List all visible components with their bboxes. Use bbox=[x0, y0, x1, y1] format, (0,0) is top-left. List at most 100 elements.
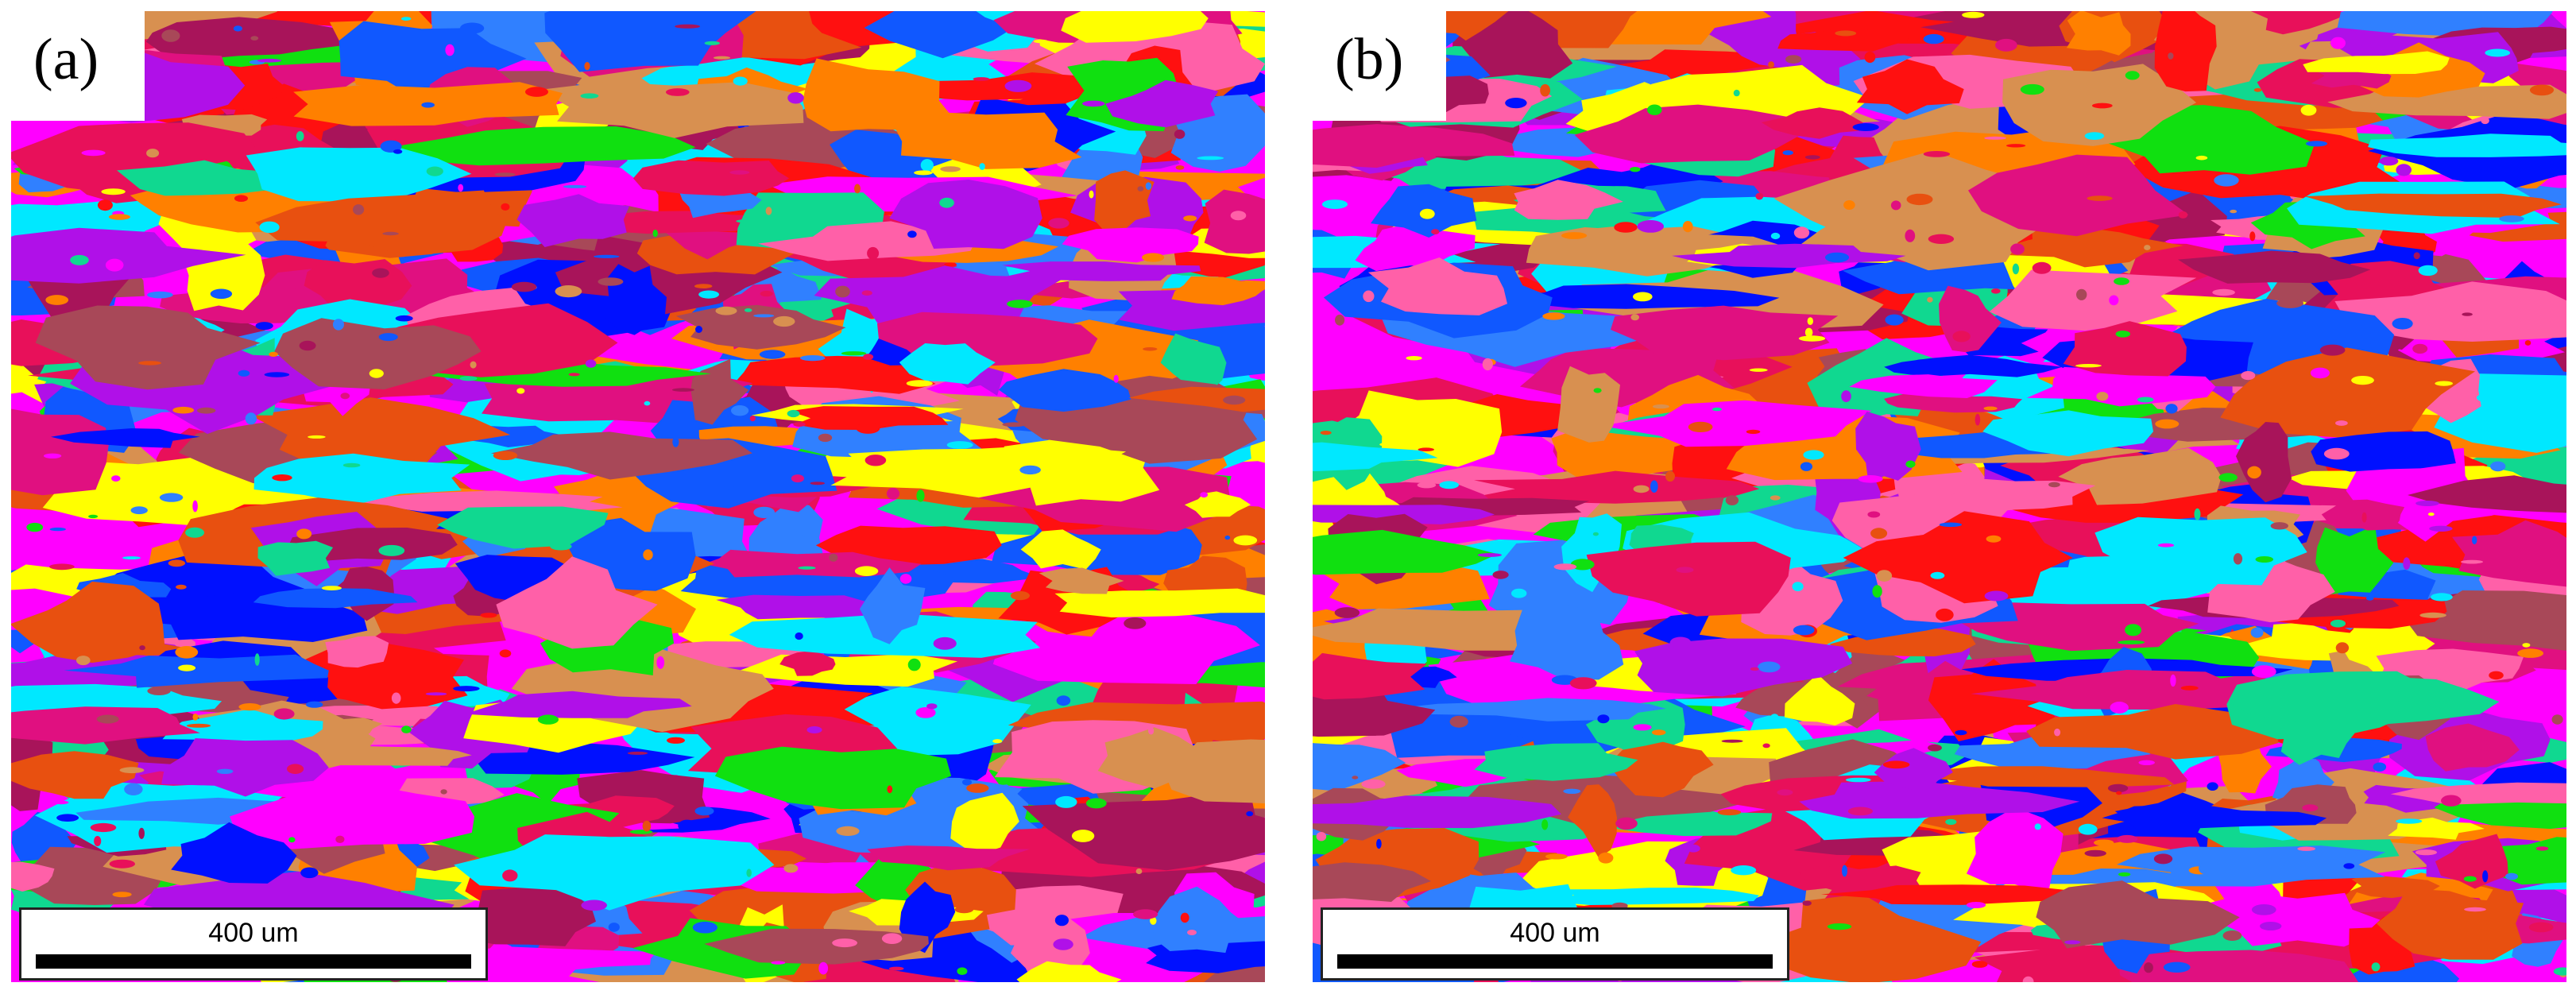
grain bbox=[1016, 961, 1122, 982]
grain bbox=[421, 102, 435, 108]
grain bbox=[1417, 482, 1437, 489]
grain bbox=[818, 433, 833, 443]
grain bbox=[2463, 876, 2477, 882]
grain bbox=[887, 785, 893, 794]
grain bbox=[1928, 234, 1955, 244]
grain bbox=[124, 783, 143, 795]
grain bbox=[1352, 776, 1359, 780]
grain bbox=[2413, 252, 2420, 260]
grain bbox=[671, 388, 694, 392]
grain bbox=[1175, 165, 1185, 170]
grain bbox=[783, 864, 799, 873]
grain bbox=[2091, 103, 2113, 109]
grain bbox=[2034, 823, 2041, 830]
grain bbox=[1082, 100, 1105, 107]
grain bbox=[1630, 314, 1639, 321]
grain bbox=[1145, 182, 1152, 190]
grain bbox=[2115, 331, 2130, 338]
grain bbox=[1651, 729, 1666, 736]
grain bbox=[1876, 570, 1893, 582]
grain bbox=[1313, 743, 1406, 791]
grain bbox=[1952, 331, 1971, 342]
grain bbox=[11, 861, 55, 892]
grain bbox=[464, 691, 692, 718]
grain bbox=[841, 351, 867, 356]
grain bbox=[2222, 930, 2242, 941]
grain bbox=[382, 231, 399, 236]
grain bbox=[11, 408, 109, 496]
grain bbox=[889, 180, 1042, 250]
grain bbox=[296, 528, 312, 540]
grain bbox=[299, 340, 316, 351]
grain bbox=[2396, 164, 2412, 176]
grain bbox=[2248, 622, 2357, 661]
grain bbox=[1966, 902, 1986, 908]
grain bbox=[1439, 481, 1459, 489]
grain bbox=[458, 184, 464, 192]
grain bbox=[2165, 404, 2178, 414]
grain bbox=[1856, 59, 1964, 114]
grain bbox=[2485, 48, 2511, 57]
grain bbox=[176, 584, 187, 590]
grain bbox=[257, 59, 282, 63]
grain bbox=[480, 613, 497, 618]
grain bbox=[230, 783, 474, 849]
grain bbox=[1984, 590, 2009, 602]
grain bbox=[2330, 37, 2346, 49]
grain bbox=[1785, 55, 1802, 64]
grain bbox=[1906, 193, 1933, 206]
grain bbox=[96, 714, 119, 724]
grain bbox=[2379, 157, 2399, 166]
grain bbox=[957, 967, 968, 975]
grain bbox=[393, 149, 403, 154]
grain bbox=[250, 36, 259, 41]
grain bbox=[1089, 190, 1094, 199]
grain bbox=[2026, 366, 2216, 407]
grain bbox=[1874, 748, 1953, 791]
grain bbox=[2376, 888, 2524, 960]
grain bbox=[2427, 513, 2435, 516]
grain bbox=[1991, 288, 2001, 294]
grain bbox=[238, 703, 261, 711]
grain bbox=[946, 441, 973, 449]
grain bbox=[716, 594, 902, 620]
grain bbox=[1128, 386, 1265, 412]
grain bbox=[1804, 155, 1820, 160]
grain bbox=[1928, 744, 1942, 752]
grain bbox=[695, 326, 702, 333]
grain bbox=[1982, 410, 2153, 457]
grain-map-image-a bbox=[11, 11, 1265, 982]
grain bbox=[863, 354, 874, 360]
grain bbox=[1574, 104, 1801, 164]
grain bbox=[1152, 886, 1246, 954]
grain bbox=[175, 646, 199, 659]
grain bbox=[1053, 938, 1073, 950]
grain bbox=[544, 11, 756, 72]
grain bbox=[2110, 702, 2129, 714]
grain bbox=[1492, 571, 1509, 579]
panel-label-b: (b) bbox=[1335, 27, 1404, 92]
grain bbox=[632, 160, 790, 196]
grain bbox=[11, 751, 139, 799]
grain bbox=[1004, 79, 1032, 92]
grain bbox=[1793, 625, 1815, 636]
grain bbox=[369, 369, 384, 378]
grain bbox=[437, 506, 609, 549]
grain bbox=[723, 485, 735, 490]
grain bbox=[1054, 588, 1265, 617]
grain bbox=[259, 221, 280, 234]
grain bbox=[1733, 89, 1740, 97]
grain bbox=[11, 811, 77, 876]
grain bbox=[914, 170, 933, 176]
grain bbox=[714, 746, 952, 810]
grain-map-b: (b) 400 um bbox=[1313, 11, 2566, 982]
grain bbox=[1007, 300, 1033, 308]
grain bbox=[321, 586, 342, 590]
grain bbox=[1313, 795, 1561, 829]
grain bbox=[829, 553, 838, 562]
grain bbox=[1911, 359, 1933, 369]
grain bbox=[1379, 442, 1402, 447]
grain bbox=[810, 482, 825, 486]
grain bbox=[2114, 277, 2129, 285]
grain bbox=[2490, 461, 2506, 472]
